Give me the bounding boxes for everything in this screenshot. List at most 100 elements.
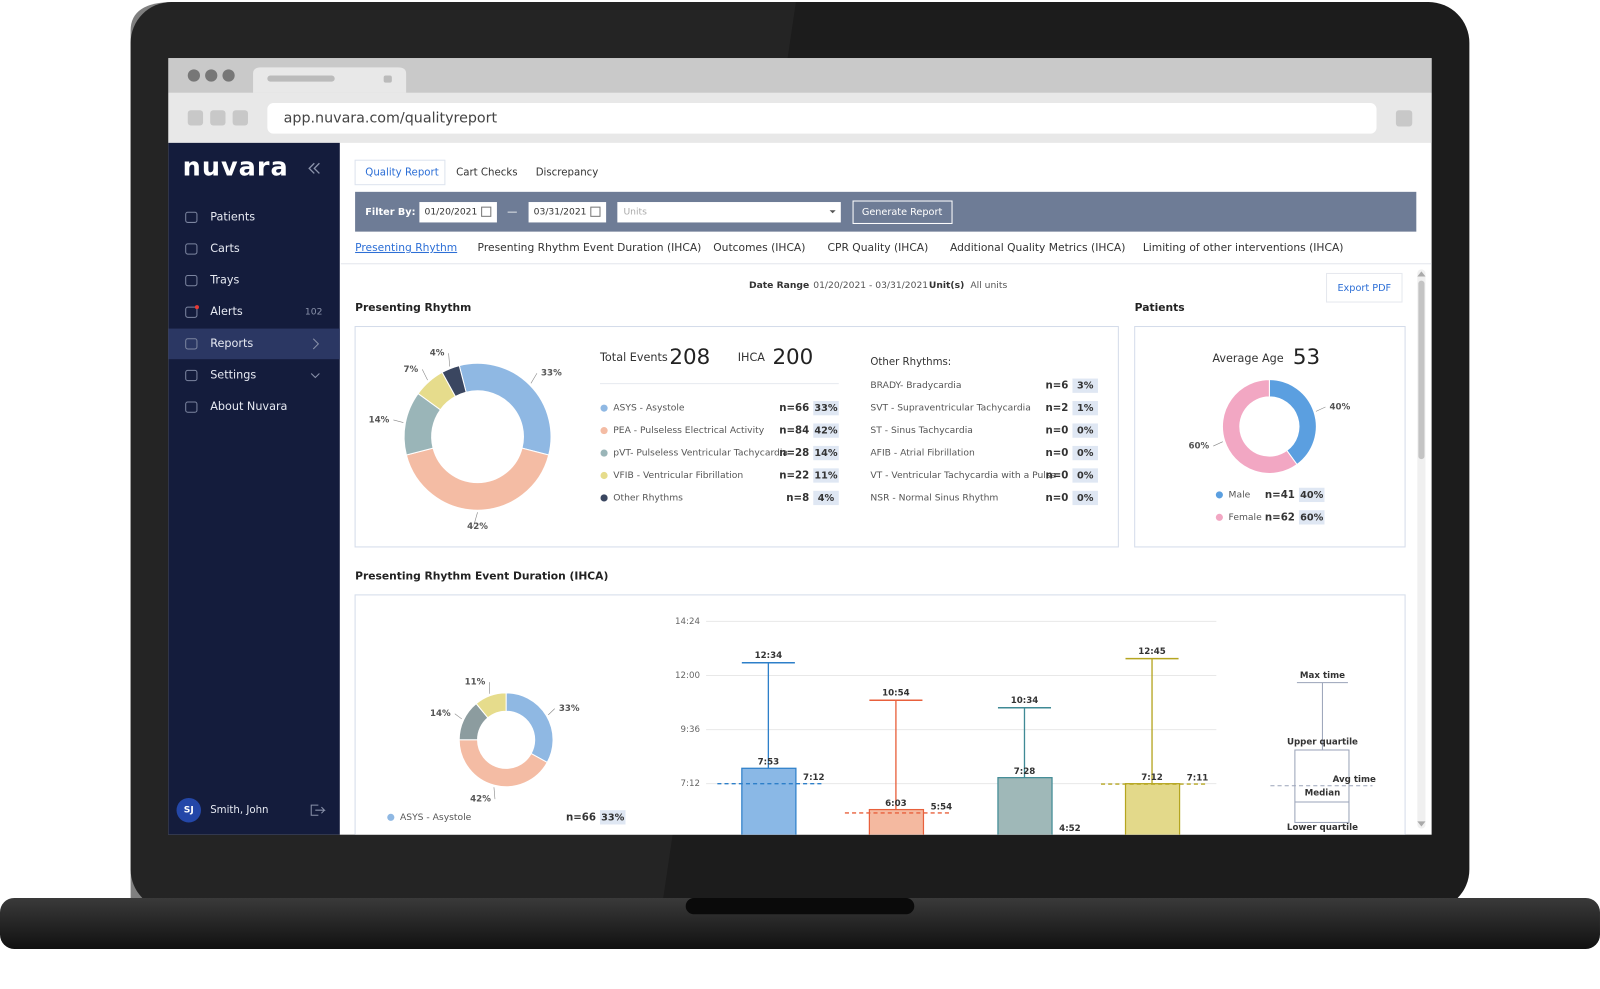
rhythm-name: Other Rhythms bbox=[613, 492, 683, 503]
pct-badge bbox=[1298, 510, 1325, 525]
label-leader bbox=[421, 369, 428, 381]
rhythm-count: n=28 bbox=[779, 448, 809, 459]
donut-label: 11% bbox=[465, 678, 486, 688]
avatar bbox=[176, 797, 202, 823]
pct: 11% bbox=[814, 471, 837, 482]
url-field[interactable] bbox=[267, 103, 1377, 134]
active-item bbox=[168, 328, 340, 360]
date-input[interactable] bbox=[528, 202, 607, 223]
rhythm-count: n=0 bbox=[1045, 448, 1068, 459]
nav-button[interactable] bbox=[232, 110, 248, 126]
pct-badge bbox=[1072, 468, 1098, 483]
pct: 40% bbox=[1300, 490, 1323, 501]
subtab[interactable]: Outcomes (IHCA) bbox=[713, 241, 805, 254]
max-label: 12:34 bbox=[755, 651, 783, 661]
nav-item[interactable]: Alerts bbox=[210, 305, 243, 318]
units-placeholder: Units bbox=[623, 207, 647, 218]
total-value: 208 bbox=[669, 345, 710, 370]
nav-icon bbox=[185, 369, 198, 382]
donut-label: 60% bbox=[1188, 442, 1209, 452]
avg-label: 7:11 bbox=[1187, 773, 1209, 783]
subtab[interactable]: Additional Quality Metrics (IHCA) bbox=[950, 241, 1125, 254]
donut-segment bbox=[405, 447, 550, 511]
gender-name: Male bbox=[1229, 489, 1251, 500]
collapse-icon[interactable] bbox=[308, 162, 320, 174]
avg-age-value: 53 bbox=[1293, 345, 1320, 370]
nav-item[interactable]: Settings bbox=[210, 369, 256, 382]
pct-badge bbox=[1072, 401, 1098, 416]
subtab[interactable]: CPR Quality (IHCA) bbox=[828, 241, 929, 254]
box bbox=[1124, 783, 1181, 835]
donut-label: 7% bbox=[403, 365, 418, 375]
calendar-icon bbox=[590, 206, 601, 217]
nav-button[interactable] bbox=[210, 110, 226, 126]
upper-label: 7:28 bbox=[1014, 767, 1036, 777]
subtab[interactable]: Presenting Rhythm Event Duration (IHCA) bbox=[478, 241, 702, 254]
rhythm-count: n=2 bbox=[1045, 403, 1068, 414]
tab[interactable]: Discrepancy bbox=[536, 167, 599, 178]
date-input[interactable] bbox=[419, 202, 497, 223]
pct: 0% bbox=[1077, 426, 1094, 437]
rhythm-count: n=0 bbox=[1045, 471, 1068, 482]
pct-badge bbox=[813, 468, 839, 483]
legend-dot bbox=[387, 813, 395, 821]
donut-segment bbox=[458, 362, 552, 456]
rhythm-count: n=84 bbox=[779, 426, 809, 437]
nav-item[interactable]: About Nuvara bbox=[210, 400, 287, 413]
label-leader bbox=[448, 353, 451, 367]
date-value: 01/20/2021 bbox=[424, 207, 477, 218]
pct-badge bbox=[813, 445, 839, 461]
nav-item[interactable]: Trays bbox=[209, 274, 239, 287]
tab-close[interactable] bbox=[383, 75, 392, 83]
rhythm-name: pVT- Pulseless Ventricular Tachycardia bbox=[613, 448, 788, 459]
pct: 33% bbox=[814, 403, 837, 414]
nav-item[interactable]: Carts bbox=[210, 242, 240, 255]
legend-dot bbox=[600, 471, 608, 480]
generate-button[interactable] bbox=[852, 200, 953, 224]
pct-badge bbox=[813, 423, 839, 438]
rhythm-count: n=66 bbox=[779, 403, 809, 414]
y-tick-label: 14:24 bbox=[675, 617, 700, 627]
nav-icon bbox=[185, 338, 198, 350]
nav-button[interactable] bbox=[187, 110, 204, 126]
nav-item[interactable]: Reports bbox=[210, 337, 253, 350]
subtab[interactable]: Presenting Rhythm bbox=[355, 241, 457, 254]
generate-label: Generate Report bbox=[862, 207, 943, 218]
rhythm-count: n=0 bbox=[1045, 493, 1068, 504]
max-label: 10:54 bbox=[882, 689, 910, 699]
rhythm-count: n=6 bbox=[1045, 381, 1068, 392]
patients-card bbox=[1134, 326, 1406, 548]
rhythm-count: n=8 bbox=[786, 493, 809, 504]
window-dot bbox=[205, 69, 218, 82]
legend-dot bbox=[600, 494, 608, 502]
gender-count: n=62 bbox=[1265, 512, 1295, 523]
label-leader bbox=[1315, 406, 1326, 412]
tab[interactable]: Quality Report bbox=[365, 167, 438, 178]
gender-count: n=41 bbox=[1265, 490, 1295, 501]
calendar-icon bbox=[481, 206, 492, 217]
pct-badge bbox=[599, 810, 626, 825]
y-tick-label: 12:00 bbox=[675, 671, 700, 681]
user-name: Smith, John bbox=[210, 805, 268, 816]
label-leader bbox=[473, 512, 478, 527]
pct-badge bbox=[813, 490, 839, 506]
donut-segment bbox=[458, 739, 548, 788]
key-label: Max time bbox=[1300, 671, 1345, 681]
rhythm-name: BRADY- Bradycardia bbox=[870, 380, 961, 391]
menu-button[interactable] bbox=[1395, 110, 1413, 127]
units-select[interactable] bbox=[617, 202, 841, 223]
export-button[interactable] bbox=[1326, 272, 1403, 303]
scrollbar-thumb[interactable] bbox=[1418, 280, 1425, 460]
logout-icon bbox=[310, 804, 326, 816]
nav-item[interactable]: Patients bbox=[210, 210, 255, 223]
legend-dot bbox=[600, 427, 608, 435]
pct: 3% bbox=[1077, 381, 1094, 392]
pct-badge bbox=[1072, 378, 1098, 393]
date-range-label: Date Range bbox=[749, 280, 809, 291]
units-label: Unit(s) bbox=[929, 280, 964, 291]
dropdown-caret bbox=[829, 210, 836, 214]
tab[interactable]: Cart Checks bbox=[456, 167, 517, 178]
donut-segment bbox=[441, 364, 467, 398]
pct-badge bbox=[1072, 445, 1098, 461]
subtab[interactable]: Limiting of other interventions (IHCA) bbox=[1143, 241, 1344, 254]
